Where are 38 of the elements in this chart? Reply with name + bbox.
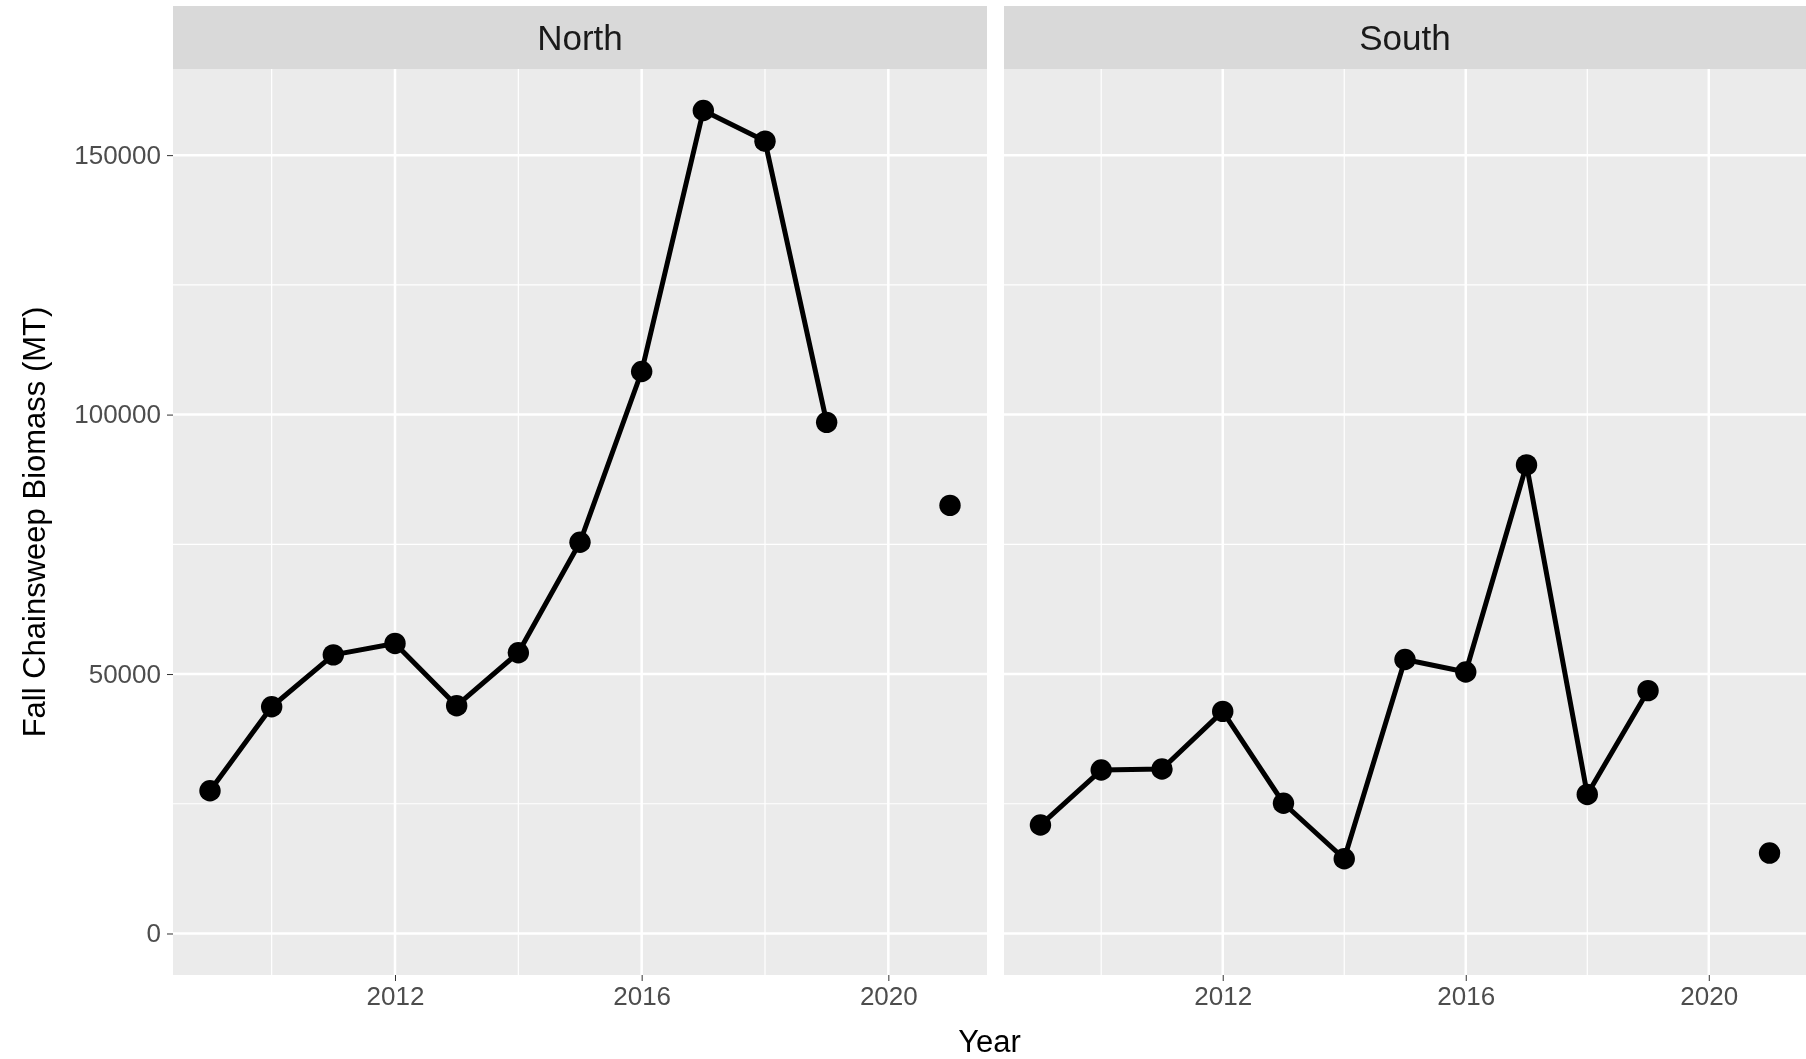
point xyxy=(1029,814,1052,836)
point xyxy=(1515,454,1538,476)
y-axis-title: Fall Chainsweep Biomass (MT) xyxy=(17,306,52,738)
x-tick-label: 2012 xyxy=(366,981,425,1012)
x-tick-label: 2016 xyxy=(1437,981,1496,1012)
point xyxy=(569,531,591,553)
point xyxy=(939,494,961,517)
point xyxy=(1637,679,1659,702)
point xyxy=(692,99,715,122)
point xyxy=(1090,759,1112,781)
point xyxy=(322,644,345,666)
point xyxy=(815,411,838,434)
point xyxy=(1212,700,1234,723)
point xyxy=(384,632,406,655)
point xyxy=(1394,648,1416,671)
point xyxy=(630,360,653,383)
point xyxy=(199,780,221,802)
x-tick-label: 2016 xyxy=(613,981,672,1012)
x-tick-label: 2020 xyxy=(859,981,918,1012)
chart-title: North xyxy=(537,17,623,57)
y-tick-label: 0 xyxy=(146,918,161,949)
x-axis-title: Year xyxy=(958,1024,1021,1059)
point xyxy=(754,130,776,152)
point xyxy=(1272,792,1295,814)
point xyxy=(445,695,468,717)
point xyxy=(1333,848,1355,870)
x-tick-label: 2012 xyxy=(1194,981,1253,1012)
point xyxy=(1576,783,1598,806)
point xyxy=(1151,758,1173,780)
point xyxy=(1758,842,1781,864)
point xyxy=(507,642,530,664)
y-tick-label: 100000 xyxy=(74,399,161,430)
chart-title: South xyxy=(1359,17,1451,57)
y-tick-label: 50000 xyxy=(88,658,161,689)
x-tick-label: 2020 xyxy=(1680,981,1739,1012)
point xyxy=(260,696,283,718)
point xyxy=(1455,661,1477,683)
y-tick-label: 150000 xyxy=(74,139,161,170)
